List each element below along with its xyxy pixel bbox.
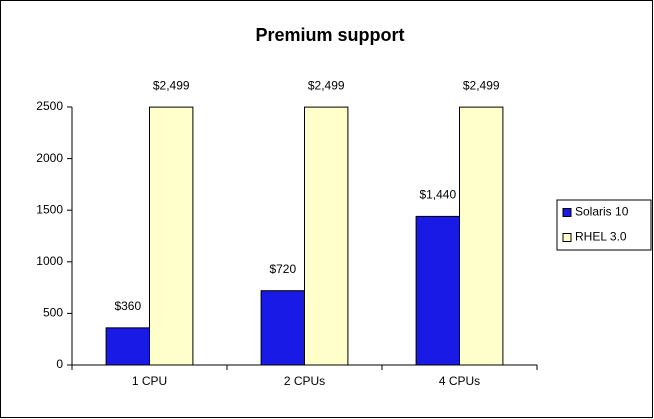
legend-swatch	[562, 208, 572, 217]
y-tick-label: 500	[43, 306, 63, 320]
bar	[260, 290, 306, 366]
value-label: $720	[269, 262, 296, 276]
legend-box	[556, 199, 652, 251]
y-tick-label: 2500	[36, 99, 63, 113]
bar	[459, 106, 504, 366]
bar	[304, 106, 349, 366]
value-label: $2,499	[308, 78, 345, 92]
legend-label: Solaris 10	[575, 205, 629, 219]
y-tick-label: 1500	[36, 202, 63, 216]
bar	[105, 327, 150, 366]
bar	[415, 215, 461, 366]
chart-title: Premium support	[255, 25, 404, 45]
value-label: $360	[114, 299, 141, 313]
x-tick-label: 2 CPUs	[284, 374, 325, 388]
y-tick-label: 0	[56, 357, 63, 371]
x-tick-label: 1 CPU	[132, 374, 167, 388]
y-tick-label: 1000	[36, 254, 63, 268]
legend-label: RHEL 3.0	[575, 230, 627, 244]
x-tick-label: 4 CPUs	[439, 374, 480, 388]
value-label: $2,499	[463, 78, 500, 92]
value-label: $1,440	[419, 188, 456, 202]
y-tick-label: 2000	[36, 151, 63, 165]
value-label: $2,499	[153, 78, 190, 92]
bar	[149, 106, 194, 366]
legend-swatch	[562, 233, 572, 242]
